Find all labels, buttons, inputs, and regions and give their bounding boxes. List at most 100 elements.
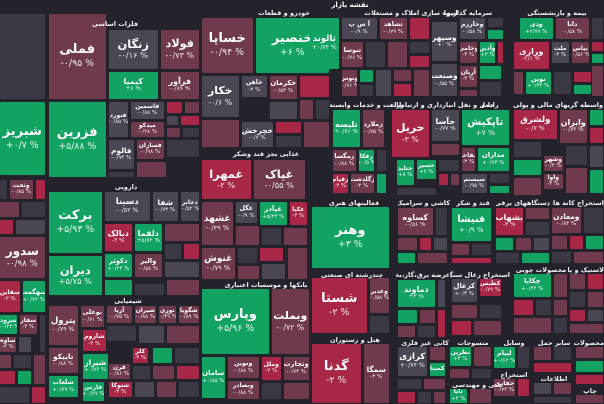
- map-tile-small[interactable]: [514, 160, 541, 175]
- map-tile[interactable]: وآوا -۳ %: [544, 174, 563, 189]
- map-tile-small[interactable]: [574, 72, 591, 82]
- map-tile-small[interactable]: [452, 305, 477, 318]
- map-tile-small[interactable]: [167, 102, 182, 113]
- map-tile[interactable]: وایران -۰/۷۳ %: [560, 110, 587, 143]
- map-tile-small[interactable]: [165, 244, 181, 259]
- map-tile[interactable]: ساوه -۳ %: [0, 337, 16, 352]
- map-tile-small[interactable]: [438, 310, 445, 337]
- map-tile[interactable]: ثشاهد -۰/۷۹ %: [380, 18, 407, 39]
- map-tile[interactable]: ملت -۳ %: [552, 42, 569, 63]
- map-tile-small[interactable]: [183, 128, 199, 137]
- map-tile-small[interactable]: [534, 397, 571, 403]
- map-tile[interactable]: دجابر-۰/۵۲ %: [181, 192, 199, 221]
- map-tile-small[interactable]: [439, 174, 448, 185]
- map-tile[interactable]: ونوین -۰/۸۸ %: [228, 357, 259, 378]
- map-tile[interactable]: تاپکیش +۷ %: [462, 110, 509, 145]
- map-tile[interactable]: خاهن -۳ %: [242, 76, 267, 97]
- map-tile-small[interactable]: [522, 253, 549, 263]
- map-tile-small[interactable]: [167, 326, 199, 343]
- map-tile[interactable]: سدور -۰/۹۸ %: [0, 237, 45, 278]
- map-tile-small[interactable]: [554, 383, 571, 394]
- map-tile-small[interactable]: [167, 280, 199, 295]
- map-tile[interactable]: کزغال +۰/۳ %: [452, 279, 477, 302]
- map-tile-small[interactable]: [157, 382, 176, 397]
- map-tile[interactable]: غپآذر +۵/۴۳ %: [260, 202, 287, 225]
- map-tile-small[interactable]: [514, 72, 523, 94]
- map-tile-small[interactable]: [588, 274, 603, 289]
- map-tile[interactable]: وخارزم -۰/۵۸ %: [460, 18, 485, 39]
- map-tile-small[interactable]: [107, 326, 136, 341]
- map-tile[interactable]: نطرین +۳ %: [450, 347, 471, 366]
- map-tile-small[interactable]: [566, 168, 587, 193]
- map-tile[interactable]: تلیسه +۰/۷۶ %: [333, 110, 360, 147]
- map-tile[interactable]: زمگسا -۰/۸۸ %: [333, 150, 356, 171]
- map-tile[interactable]: گدنا -۲ %: [312, 344, 361, 403]
- map-tile-small[interactable]: [270, 102, 297, 119]
- map-tile-small[interactable]: [0, 202, 19, 217]
- map-tile[interactable]: تاپیکو -۰/۸۸ %: [49, 348, 78, 373]
- map-tile-small[interactable]: [177, 366, 199, 379]
- map-tile[interactable]: قنیشا +۰/۹ %: [452, 208, 491, 241]
- map-tile-small[interactable]: [480, 82, 501, 96]
- map-tile-small[interactable]: [514, 300, 533, 315]
- map-tile[interactable]: چکاپا +۰/۴۴ %: [514, 274, 551, 297]
- map-tile[interactable]: فزرین +۵/۸۸ %: [49, 102, 106, 177]
- map-tile-small[interactable]: [554, 300, 567, 315]
- map-tile-small[interactable]: [398, 238, 417, 250]
- map-tile-small[interactable]: [570, 310, 585, 321]
- map-tile-small[interactable]: [0, 355, 11, 368]
- map-tile-small[interactable]: [139, 326, 164, 343]
- map-tile-small[interactable]: [414, 70, 429, 96]
- map-tile-small[interactable]: [526, 222, 549, 235]
- map-tile-small[interactable]: [451, 174, 459, 185]
- map-tile-small[interactable]: [153, 348, 172, 363]
- map-tile[interactable]: شتوکا -۳ %: [109, 382, 132, 397]
- map-tile[interactable]: دکوثر +۰/۴۴ %: [105, 254, 132, 277]
- map-tile-small[interactable]: [452, 258, 491, 263]
- map-tile-small[interactable]: [574, 252, 603, 263]
- map-tile-small[interactable]: [377, 174, 386, 193]
- map-tile[interactable]: دماوند +۳ %: [398, 280, 435, 307]
- map-tile-small[interactable]: [488, 30, 503, 39]
- map-tile-small[interactable]: [526, 208, 549, 219]
- map-tile-small[interactable]: [418, 253, 447, 263]
- map-tile[interactable]: وهنر +۳ %: [312, 207, 389, 268]
- map-tile-small[interactable]: [262, 264, 285, 279]
- map-tile[interactable]: کرازی +۰/۷۴ %: [398, 347, 427, 376]
- map-tile[interactable]: دلقما +۵/۷۲ %: [135, 224, 162, 251]
- map-tile-small[interactable]: [0, 371, 15, 384]
- map-tile[interactable]: وبصادر -۰/۸۸ %: [228, 381, 259, 399]
- map-tile[interactable]: زفکا+۰/۵ %: [359, 150, 374, 171]
- map-tile-small[interactable]: [366, 42, 385, 67]
- map-tile-small[interactable]: [398, 310, 417, 323]
- map-tile-small[interactable]: [574, 85, 591, 94]
- map-tile[interactable]: ولشرق -۰/۷ %: [514, 110, 557, 139]
- map-tile[interactable]: غمهرا -۲ %: [202, 160, 251, 199]
- map-tile-small[interactable]: [284, 228, 307, 245]
- map-tile-small[interactable]: [398, 392, 415, 403]
- map-tile-small[interactable]: [22, 202, 45, 217]
- map-tile[interactable]: وتوس-۰/۷۶ %: [342, 70, 357, 96]
- map-tile-small[interactable]: [420, 310, 435, 323]
- map-tile[interactable]: فسازان -۰/۹۸ %: [137, 140, 164, 159]
- map-tile[interactable]: شستا -۲ %: [312, 278, 367, 333]
- map-tile[interactable]: زملارد -۰/۷۵ %: [363, 110, 384, 147]
- map-tile-small[interactable]: [490, 174, 509, 183]
- map-tile-small[interactable]: [576, 375, 603, 384]
- map-tile-small[interactable]: [18, 371, 31, 384]
- map-tile[interactable]: زگلدشت -۳ %: [351, 174, 374, 193]
- map-tile[interactable]: خساپا -۰/۹۴ %: [202, 18, 253, 73]
- map-tile[interactable]: دانا -۰/۵۸ %: [556, 18, 589, 39]
- map-tile[interactable]: فملی -۰/۹۵ %: [49, 14, 106, 99]
- map-tile[interactable]: ومعادن -۰/۸۳ %: [552, 208, 581, 233]
- map-tile[interactable]: شبریز +۰/۷ %: [0, 102, 45, 175]
- map-tile-small[interactable]: [518, 347, 529, 368]
- map-tile-small[interactable]: [32, 387, 45, 403]
- map-tile-small[interactable]: [534, 238, 549, 250]
- map-tile-small[interactable]: [570, 292, 585, 307]
- map-tile[interactable]: حریل -۳ %: [392, 110, 429, 157]
- map-tile-small[interactable]: [430, 347, 445, 360]
- map-tile-small[interactable]: [592, 18, 603, 39]
- map-tile-small[interactable]: [420, 238, 431, 250]
- map-tile[interactable]: وپارس +۵/۹۶ %: [202, 289, 269, 354]
